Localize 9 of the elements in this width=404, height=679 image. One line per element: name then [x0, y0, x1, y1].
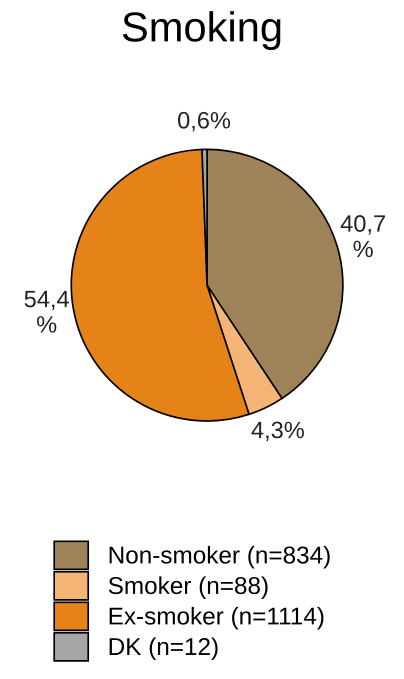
data-label: 40,7 %	[340, 215, 385, 258]
data-label: 54,4 %	[24, 290, 69, 333]
legend-label: Smoker (n=88)	[108, 576, 268, 599]
legend-label: Ex-smoker (n=1114)	[110, 606, 324, 630]
chart-title: Smoking	[122, 11, 280, 50]
data-label: 0,6%	[178, 112, 230, 132]
legend-label: Non-smoker (n=834)	[110, 546, 330, 568]
legend-label: DK (n=12)	[110, 637, 218, 660]
data-label: 4,3%	[251, 422, 304, 442]
